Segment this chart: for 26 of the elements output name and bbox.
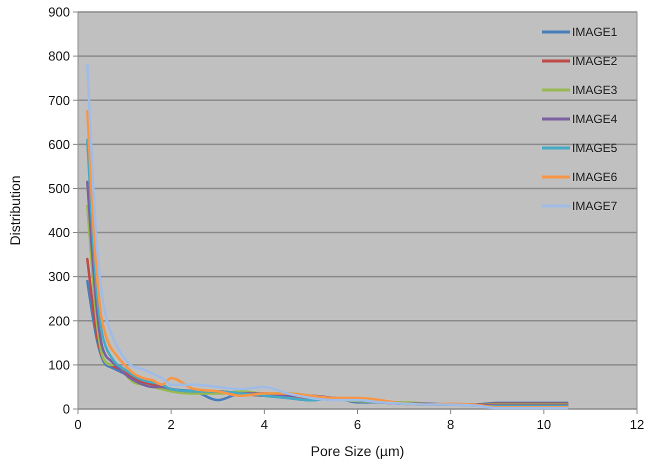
y-tick-label: 600 bbox=[48, 136, 70, 152]
x-axis-title: Pore Size (µm) bbox=[310, 443, 404, 459]
legend-label: IMAGE5 bbox=[572, 141, 618, 156]
x-tick-label: 8 bbox=[447, 417, 454, 432]
x-tick-label: 0 bbox=[74, 417, 82, 432]
y-tick-label: 300 bbox=[48, 269, 70, 284]
y-tick-label: 800 bbox=[48, 48, 70, 64]
x-tick-label: 10 bbox=[536, 417, 552, 432]
legend-label: IMAGE7 bbox=[572, 199, 618, 214]
y-tick-label: 400 bbox=[48, 225, 70, 240]
y-tick-label: 200 bbox=[48, 313, 70, 328]
legend-label: IMAGE4 bbox=[572, 112, 618, 126]
x-tick-label: 4 bbox=[260, 417, 268, 432]
x-tick-label: 12 bbox=[630, 417, 644, 432]
x-tick-label: 6 bbox=[354, 417, 362, 432]
legend-label: IMAGE2 bbox=[572, 54, 618, 68]
y-tick-label: 900 bbox=[48, 4, 70, 20]
legend-label: IMAGE3 bbox=[572, 83, 618, 98]
y-tick-label: 500 bbox=[48, 180, 70, 196]
legend-label: IMAGE6 bbox=[572, 170, 618, 184]
y-axis-title: Distribution bbox=[7, 175, 23, 246]
y-tick-label: 700 bbox=[48, 92, 70, 108]
x-tick-label: 2 bbox=[168, 417, 175, 432]
y-tick-label: 100 bbox=[48, 357, 70, 372]
y-tick-label: 0 bbox=[62, 402, 70, 417]
legend-label: IMAGE1 bbox=[572, 25, 618, 40]
